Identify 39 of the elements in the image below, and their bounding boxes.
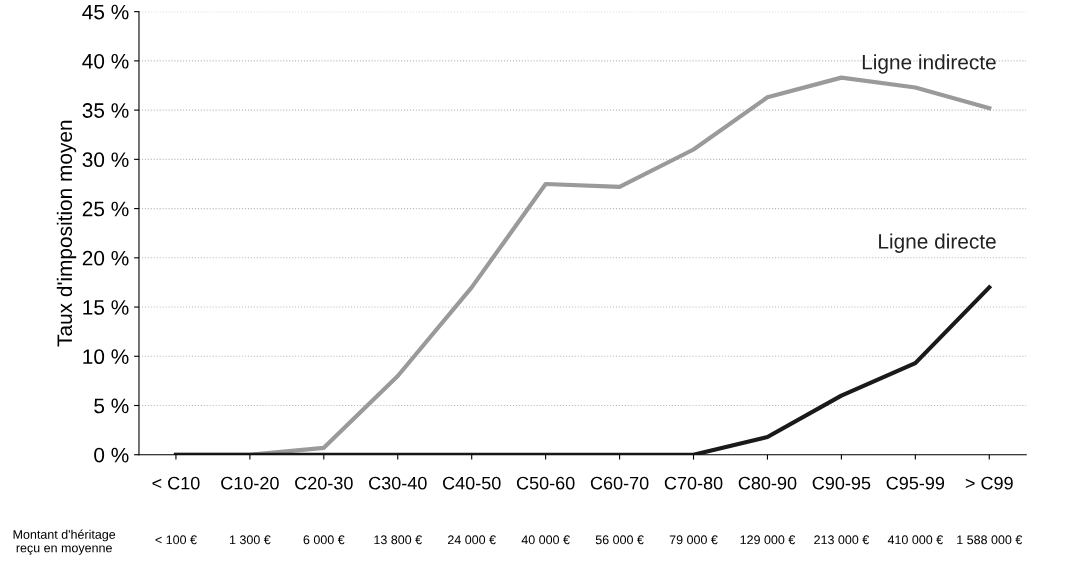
x-tick-label: C80-90 — [738, 476, 797, 490]
line-series — [173, 285, 992, 455]
text: 213 000 € — [814, 535, 870, 545]
text: 79 000 € — [669, 535, 718, 545]
text: 13 800 € — [374, 535, 422, 545]
x-tick-label: C70-80 — [664, 476, 723, 490]
y-tick-label: 40 % — [82, 53, 129, 69]
y-tick-label: 20 % — [82, 250, 129, 266]
y-axis-title: Taux d'imposition moyen — [56, 120, 77, 347]
text: 6 000 € — [303, 535, 345, 545]
y-tick-label: 5 % — [94, 398, 129, 414]
x-tick-label: C50-60 — [516, 476, 575, 490]
text: < 100 € — [155, 535, 197, 545]
y-tick-label: 25 % — [82, 201, 129, 217]
x-tick-label: C10-20 — [221, 476, 279, 490]
text: Montant d'héritage reçu en moyenne — [13, 529, 116, 555]
text: 410 000 € — [887, 535, 943, 545]
x-tick-label: C30-40 — [369, 476, 427, 490]
x-tick-label: C60-70 — [590, 476, 649, 490]
y-tick-label: 15 % — [83, 300, 129, 315]
y-tick-label: 35 % — [82, 103, 129, 118]
text: 129 000 € — [740, 535, 796, 545]
text: 40 000 € — [521, 535, 570, 545]
y-tick-label: 45 % — [82, 4, 129, 20]
text: 1 300 € — [229, 535, 271, 545]
text: 24 000 € — [448, 535, 496, 545]
series-label: Ligne indirecte — [862, 54, 996, 74]
text: 56 000 € — [595, 535, 644, 545]
y-tick-label: 10 % — [83, 349, 129, 365]
x-tick-label: C95-99 — [886, 476, 945, 490]
y-tick-label: 0 % — [94, 447, 129, 463]
x-tick-label: C20-30 — [295, 476, 353, 490]
x-tick-label: C40-50 — [443, 476, 501, 490]
series-label: Ligne directe — [879, 233, 996, 253]
y-tick-label: 30 % — [82, 152, 129, 168]
x-tick-label: > C99 — [965, 476, 1013, 490]
text: 1 588 000 € — [957, 535, 1023, 545]
x-tick-label: < C10 — [152, 476, 200, 490]
x-tick-label: C90-95 — [812, 476, 871, 490]
